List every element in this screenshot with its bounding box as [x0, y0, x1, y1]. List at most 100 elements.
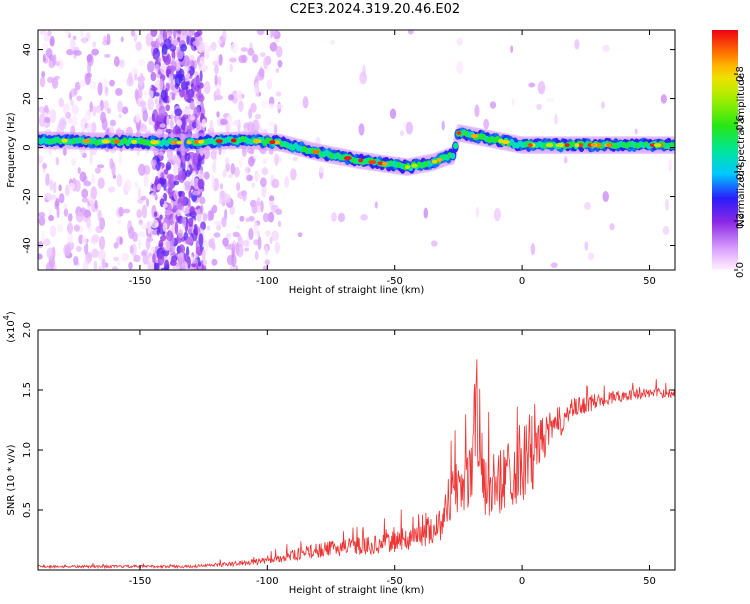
bottom-x-tick-label: -50	[387, 576, 403, 587]
noise-speckle	[145, 198, 150, 207]
noise-speckle	[92, 105, 97, 117]
noise-speckle	[38, 211, 46, 218]
noise-speckle	[89, 81, 97, 90]
noise-speckle	[136, 209, 143, 219]
noise-speckle	[474, 104, 480, 118]
noise-speckle	[73, 87, 78, 96]
noise-speckle	[184, 65, 190, 73]
noise-speckle	[100, 78, 109, 89]
noise-speckle	[254, 75, 259, 83]
noise-speckle	[120, 36, 124, 43]
noise-speckle	[159, 214, 163, 220]
noise-speckle	[180, 149, 185, 156]
noise-speckle	[169, 259, 177, 266]
bottom-y-tick-label: 1.5	[22, 382, 33, 398]
noise-speckle	[162, 192, 168, 202]
noise-speckle	[95, 105, 102, 113]
noise-speckle	[143, 90, 148, 97]
noise-speckle	[68, 182, 76, 191]
noise-speckle	[111, 162, 116, 176]
noise-speckle	[162, 222, 168, 232]
colorbar-tick-label: 0.6	[735, 115, 746, 131]
colorbar-tick-label: 0.0	[735, 262, 746, 278]
noise-speckle	[150, 86, 158, 92]
noise-speckle	[62, 103, 70, 115]
noise-speckle	[197, 178, 205, 190]
noise-speckle	[98, 236, 106, 250]
ridge-peak	[312, 149, 320, 154]
noise-speckle	[275, 208, 283, 215]
noise-speckle	[184, 73, 189, 81]
noise-speckle	[221, 216, 227, 228]
top-x-tick-label: 50	[643, 276, 656, 287]
noise-speckle	[168, 91, 172, 104]
noise-speckle	[253, 221, 259, 235]
noise-speckle	[261, 99, 268, 109]
noise-speckle	[81, 188, 89, 199]
noise-speckle	[174, 108, 183, 117]
noise-speckle	[205, 51, 210, 60]
noise-speckle	[91, 48, 99, 56]
noise-speckle	[43, 104, 49, 114]
ridge-peak	[230, 138, 237, 143]
noise-speckle	[493, 208, 501, 222]
top-y-tick-label: 40	[22, 43, 33, 56]
noise-speckle	[200, 221, 206, 231]
top-y-tick-label: -20	[22, 188, 33, 204]
noise-speckle	[84, 110, 92, 122]
noise-speckle	[229, 57, 237, 63]
noise-speckle	[275, 45, 283, 58]
noise-speckle	[275, 67, 280, 73]
noise-speckle	[251, 202, 258, 215]
noise-speckle	[236, 224, 240, 230]
noise-speckle	[53, 75, 60, 80]
noise-speckle	[99, 217, 106, 230]
noise-speckle	[212, 161, 217, 173]
noise-speckle	[273, 123, 278, 135]
noise-speckle	[77, 167, 81, 174]
noise-speckle	[98, 266, 103, 270]
noise-speckle	[197, 94, 205, 102]
noise-speckle	[140, 223, 149, 230]
noise-speckle	[360, 213, 369, 221]
ridge-peak	[411, 163, 418, 168]
noise-speckle	[55, 157, 60, 166]
noise-speckle	[214, 220, 222, 226]
noise-speckle	[267, 103, 275, 110]
noise-speckle	[232, 231, 240, 238]
noise-speckle	[195, 240, 199, 252]
noise-speckle	[91, 248, 99, 258]
noise-speckle	[160, 178, 164, 188]
noise-speckle	[160, 89, 167, 101]
noise-speckle	[158, 151, 164, 156]
noise-speckle	[186, 236, 194, 246]
noise-speckle	[158, 105, 166, 120]
noise-speckle	[200, 64, 209, 72]
noise-speckle	[184, 152, 191, 162]
colorbar-tick-label: 0.4	[735, 164, 746, 180]
noise-speckle	[71, 104, 79, 115]
noise-speckle	[72, 178, 77, 184]
noise-speckle	[266, 79, 273, 90]
noise-speckle	[146, 237, 154, 242]
noise-speckle	[90, 186, 98, 200]
bottom-y-tick-label: 2.0	[22, 322, 33, 338]
noise-speckle	[261, 167, 269, 176]
noise-speckle	[165, 104, 170, 112]
noise-speckle	[164, 209, 172, 216]
noise-speckle	[152, 109, 159, 123]
noise-speckle	[137, 88, 143, 99]
noise-speckle	[79, 171, 87, 183]
noise-speckle	[49, 109, 57, 124]
noise-speckle	[302, 96, 309, 109]
noise-speckle	[399, 130, 404, 136]
noise-speckle	[252, 119, 260, 132]
noise-speckle	[195, 120, 201, 130]
noise-speckle	[236, 182, 241, 192]
noise-speckle	[142, 110, 148, 122]
noise-speckle	[104, 86, 109, 97]
noise-speckle	[55, 61, 61, 67]
noise-speckle	[246, 174, 253, 182]
